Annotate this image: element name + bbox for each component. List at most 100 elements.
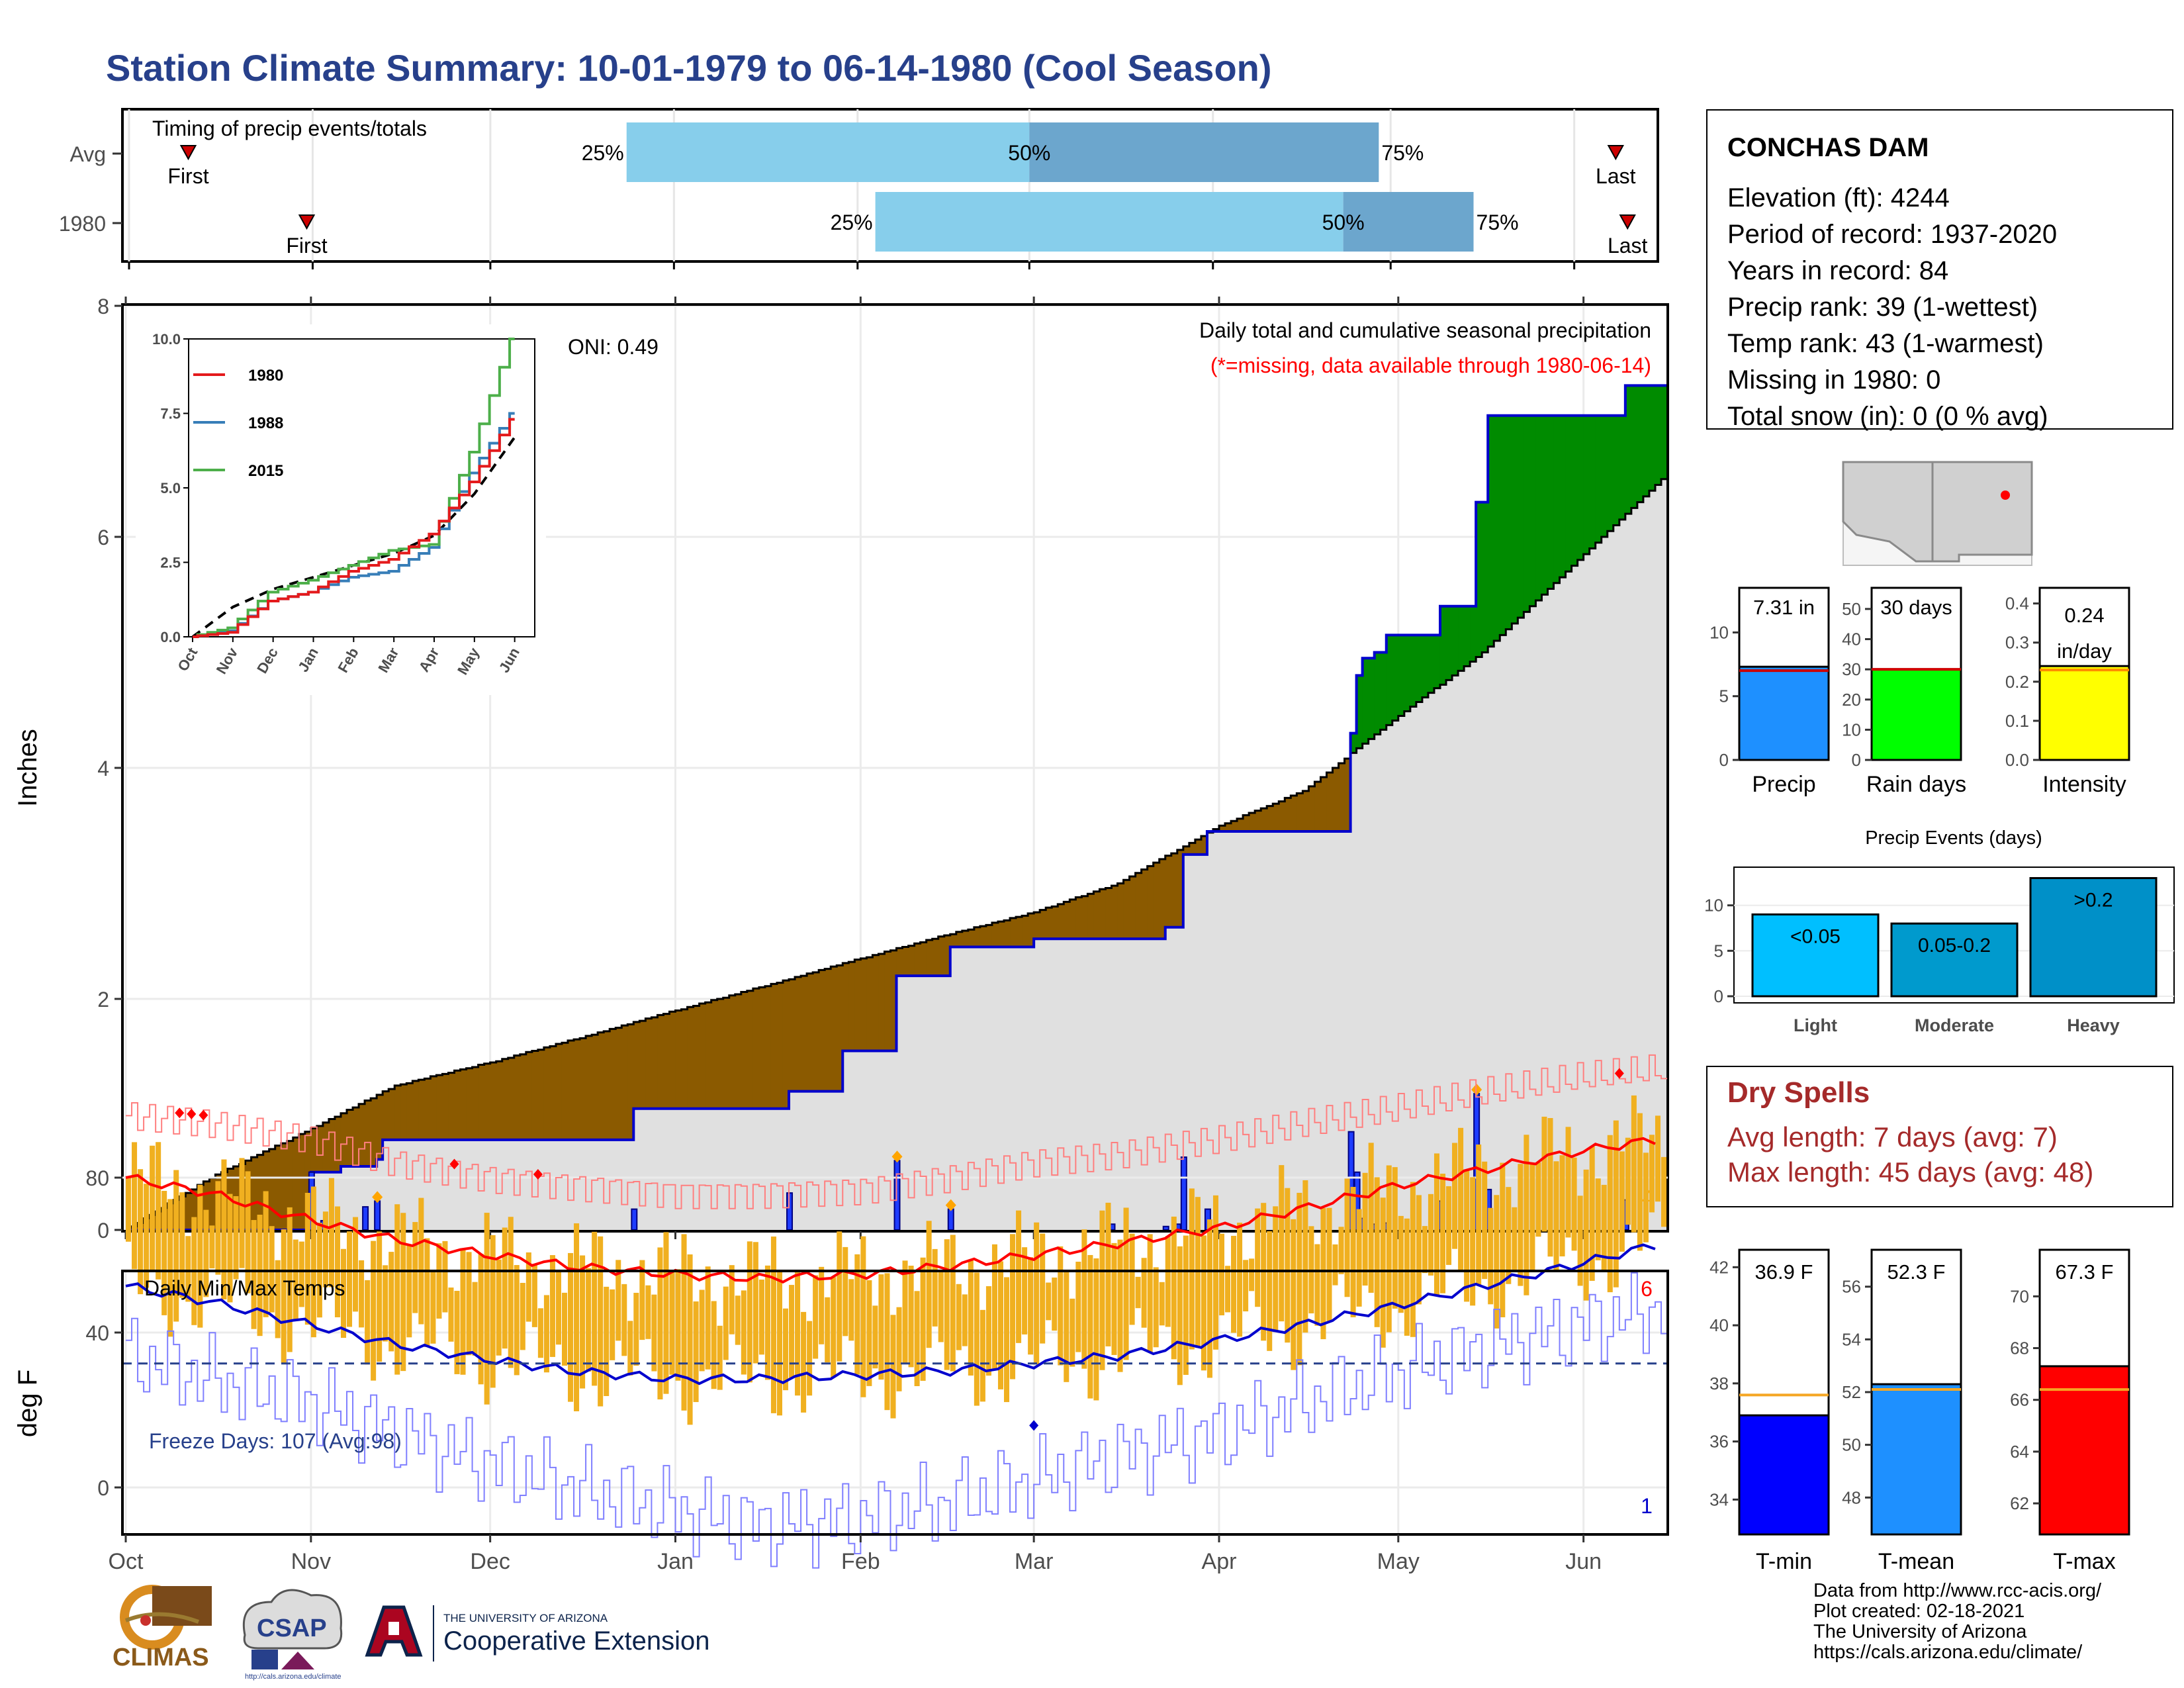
summary-bar-tick-label: 0 xyxy=(1719,750,1729,770)
temp-daily-bar xyxy=(1344,1178,1350,1297)
precip-surplus-area xyxy=(1577,415,1584,560)
station-precip-rank: Precip rank: 39 (1-wettest) xyxy=(1727,293,2038,322)
precip-deficit-area xyxy=(1153,863,1160,939)
temp-bar-tick-label: 42 xyxy=(1709,1257,1729,1277)
temp-daily-bar xyxy=(340,1248,347,1338)
temp-daily-bar xyxy=(985,1286,991,1376)
precip-deficit-area xyxy=(359,1103,365,1167)
precip-surplus-area xyxy=(1362,658,1369,744)
summary-bar-precip xyxy=(1738,665,1830,761)
temp-daily-bar xyxy=(866,1280,872,1386)
temp-daily-bar xyxy=(353,1217,359,1312)
temp-daily-bar xyxy=(257,1214,263,1336)
temp-daily-bar xyxy=(598,1236,604,1407)
temp-bar-value-label: 67.3 F xyxy=(2056,1260,2114,1284)
precip-deficit-area xyxy=(424,1078,431,1140)
precip-deficit-area xyxy=(991,922,999,947)
station-location-marker xyxy=(2001,491,2010,500)
temp-daily-bar xyxy=(1571,1157,1577,1251)
temp-bar-value-label: 36.9 F xyxy=(1755,1260,1813,1284)
precip-surplus-area xyxy=(1380,652,1387,730)
inset-legend-label: 1980 xyxy=(248,367,283,385)
timing-bar-50-75 xyxy=(1029,122,1379,182)
temp-daily-bar xyxy=(979,1309,985,1402)
temp-daily-bar xyxy=(1285,1188,1291,1343)
temp-daily-bar xyxy=(1380,1197,1386,1348)
precip-deficit-area xyxy=(448,1072,455,1140)
temp-daily-bar xyxy=(484,1213,490,1405)
precip-deficit-area xyxy=(645,1018,652,1109)
precip-deficit-area xyxy=(328,1119,336,1172)
precip-deficit-area xyxy=(549,1046,557,1140)
precip-deficit-area xyxy=(1314,781,1322,831)
temp-daily-bar xyxy=(681,1234,687,1411)
precip-deficit-area xyxy=(1022,915,1028,947)
temp-daily-bar xyxy=(197,1184,203,1328)
temp-daily-bar xyxy=(586,1268,592,1372)
csap-logo-url: http://cals.arizona.edu/climate xyxy=(245,1673,341,1681)
temp-daily-bar xyxy=(831,1277,837,1378)
temp-daily-bar xyxy=(537,1308,543,1358)
temp-daily-bar xyxy=(1619,1151,1625,1252)
temp-daily-bar xyxy=(1016,1210,1022,1343)
precip-surplus-area xyxy=(1410,635,1417,707)
precip-extreme-marker xyxy=(945,1199,956,1211)
temp-daily-bar xyxy=(347,1231,353,1327)
timing-first-marker xyxy=(179,145,197,161)
precip-deficit-area xyxy=(908,945,915,976)
temp-daily-bar xyxy=(1206,1219,1212,1378)
temp-daily-bar xyxy=(944,1239,950,1370)
temp-daily-bar xyxy=(394,1204,400,1375)
temp-daily-bar xyxy=(1356,1209,1362,1307)
temp-daily-bar xyxy=(711,1301,717,1389)
precip-surplus-area xyxy=(1541,415,1549,595)
precip-surplus-area xyxy=(1589,415,1596,549)
temp-daily-bar xyxy=(580,1255,586,1389)
temp-daily-bar xyxy=(752,1242,758,1364)
precip-deficit-area xyxy=(418,1080,425,1140)
temp-daily-bar xyxy=(126,1178,132,1242)
summary-bar-label: Rain days xyxy=(1866,772,1966,797)
inset-y-tick-label: 5.0 xyxy=(160,480,181,496)
precip-surplus-area xyxy=(1637,385,1644,502)
precip-deficit-area xyxy=(430,1076,437,1140)
precip-deficit-area xyxy=(287,1141,294,1230)
temp-daily-bar xyxy=(962,1294,968,1346)
precip-deficit-area xyxy=(388,1089,395,1140)
precip-deficit-area xyxy=(729,995,736,1109)
precip-deficit-area xyxy=(657,1015,664,1109)
precip-deficit-area xyxy=(1123,880,1130,939)
climas-logo-text: CLIMAS xyxy=(113,1644,209,1671)
precip-deficit-area xyxy=(1069,899,1076,939)
temp-daily-bar xyxy=(1535,1162,1541,1237)
inset-y-tick-label: 0.0 xyxy=(160,629,181,645)
precip-deficit-area xyxy=(1291,795,1297,831)
inset-legend-label: 1988 xyxy=(248,414,283,432)
temp-daily-bar xyxy=(377,1231,383,1362)
precip-deficit-area xyxy=(531,1051,539,1140)
temp-daily-bar xyxy=(1279,1165,1285,1322)
temp-daily-bar xyxy=(621,1284,627,1356)
precip-deficit-area xyxy=(968,929,975,947)
summary-bar-tick-label: 20 xyxy=(1842,690,1861,710)
timing-last-marker xyxy=(1619,214,1636,230)
temp-daily-bar xyxy=(245,1171,251,1293)
precip-deficit-area xyxy=(580,1038,586,1140)
temp-daily-bar xyxy=(436,1243,442,1319)
temp-bar-t-mean xyxy=(1870,1383,1962,1536)
summary-bar-label: Intensity xyxy=(2042,772,2126,797)
precip-deficit-area xyxy=(1165,855,1172,927)
precip-deficit-area xyxy=(1010,917,1017,947)
temp-daily-bar xyxy=(167,1199,173,1337)
temp-daily-bar xyxy=(1320,1208,1326,1340)
precip-events-bar-label: <0.05 xyxy=(1790,925,1841,947)
temp-daily-bar xyxy=(1040,1233,1046,1344)
dry-spells-avg: Avg length: 7 days (avg: 7) xyxy=(1727,1121,2058,1152)
temp-bar-t-min xyxy=(1738,1414,1830,1536)
temp-daily-bar xyxy=(448,1288,454,1342)
temp-daily-bar xyxy=(233,1196,239,1280)
precip-deficit-area xyxy=(406,1083,413,1140)
temp-x-tick-label: Jan xyxy=(657,1549,694,1574)
precip-surplus-area xyxy=(1416,635,1423,702)
precip-surplus-area xyxy=(1529,415,1537,606)
